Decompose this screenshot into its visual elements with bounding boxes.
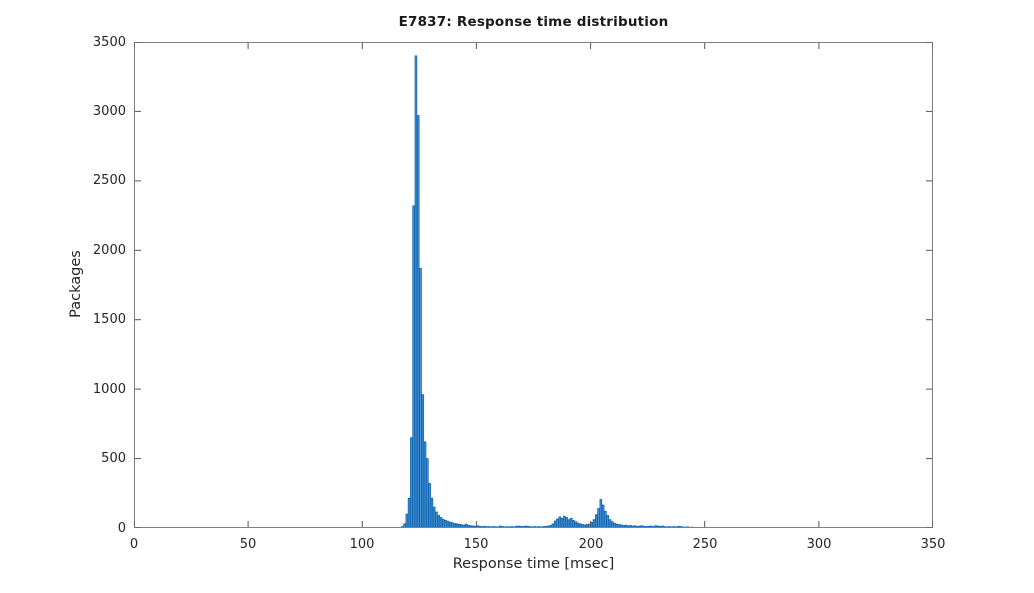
histogram-bar (421, 394, 425, 528)
x-tick-label: 350 (920, 537, 946, 552)
histogram-bar (419, 267, 422, 528)
y-tick-label: 2000 (92, 243, 126, 258)
histogram-bar (414, 55, 418, 528)
histogram-bar (410, 437, 413, 528)
histogram-bar (471, 525, 475, 528)
y-tick-label: 500 (101, 451, 126, 466)
y-tick-label: 1500 (92, 312, 126, 327)
x-tick-label: 200 (578, 537, 604, 552)
histogram-bar (426, 458, 429, 528)
histogram-bar (460, 524, 463, 528)
histogram-bar (610, 521, 614, 528)
histogram-bar (574, 521, 578, 528)
x-tick-label: 250 (692, 537, 718, 552)
x-tick-label: 300 (806, 537, 832, 552)
axes-box (134, 42, 933, 528)
histogram-bar (620, 524, 623, 528)
histogram-bar (592, 519, 596, 528)
histogram-bar (549, 525, 552, 528)
histogram-bar (569, 517, 573, 528)
histogram-svg (134, 42, 933, 528)
histogram-bar (451, 522, 454, 528)
y-axis-label: Packages (68, 250, 84, 318)
histogram-bar (407, 497, 411, 528)
plot-area (134, 42, 933, 528)
histogram-bar (604, 510, 607, 528)
histogram-bar (423, 441, 427, 528)
histogram-bar (567, 519, 571, 528)
y-tick-label: 2500 (92, 173, 126, 188)
histogram-bar (624, 524, 628, 528)
histogram-bar (432, 506, 436, 528)
x-tick-label: 0 (129, 537, 139, 552)
histogram-bar (442, 518, 445, 528)
histogram-bar (437, 515, 441, 528)
histogram-bar (594, 514, 598, 528)
histogram-bar (435, 511, 438, 528)
histogram-bar (572, 519, 575, 528)
x-tick-label: 50 (239, 537, 257, 552)
histogram-bar (428, 483, 431, 528)
histogram-bar (405, 513, 409, 528)
histogram-bar (565, 517, 568, 528)
histogram-bar (601, 504, 605, 528)
x-tick-label: 150 (463, 537, 489, 552)
histogram-bar (553, 520, 557, 528)
histogram-bar (558, 516, 562, 528)
y-tick-label: 1000 (92, 382, 126, 397)
histogram-bar (608, 519, 612, 528)
chart-title: E7837: Response time distribution (398, 14, 669, 30)
y-tick-label: 3500 (92, 35, 126, 50)
histogram-bar (597, 508, 600, 528)
x-axis-label: Response time [msec] (452, 556, 615, 572)
histogram-bar (416, 115, 420, 528)
histogram-bar (576, 522, 580, 528)
histogram-bar (613, 522, 616, 528)
histogram-bar (412, 205, 415, 528)
histogram-bar (448, 521, 452, 528)
histogram-bar (629, 525, 632, 528)
histogram-bar (467, 524, 470, 528)
histogram-bar (563, 515, 566, 528)
histogram-bar (599, 499, 603, 528)
x-tick-label: 100 (349, 537, 375, 552)
histogram-bar (446, 520, 450, 528)
histogram-bar (606, 515, 609, 528)
histogram-bar (430, 497, 434, 528)
y-tick-label: 0 (117, 521, 126, 536)
histogram-bar (439, 517, 443, 528)
histogram-bar (462, 524, 466, 528)
y-tick-label: 3000 (92, 104, 126, 119)
histogram-bar (444, 519, 447, 528)
histogram-bar (556, 518, 559, 528)
histogram-bar (560, 517, 564, 528)
histogram-bar (458, 523, 461, 528)
histogram-bar (583, 524, 587, 528)
histogram-bar (622, 525, 625, 528)
